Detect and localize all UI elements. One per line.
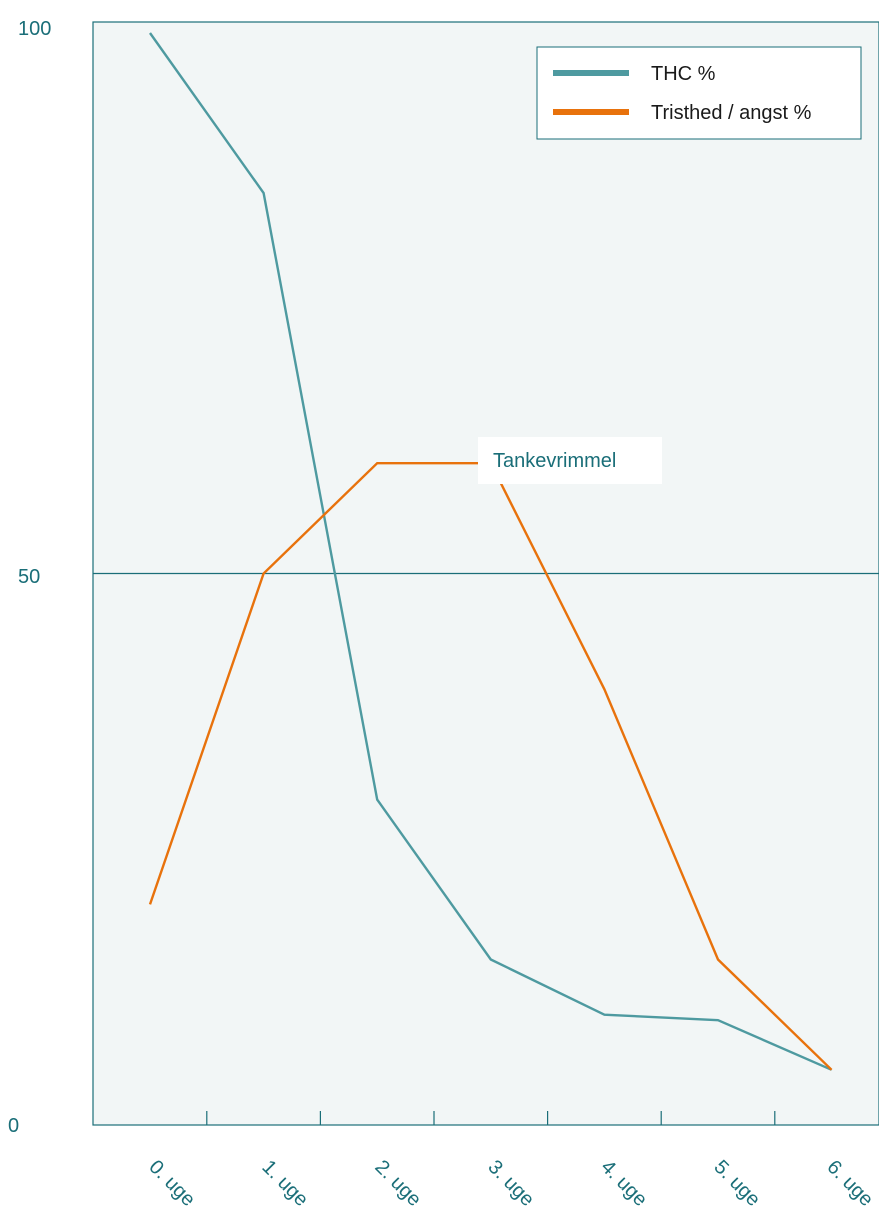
x-tick-label: 2. uge — [370, 1156, 425, 1211]
x-tick-label: 1. uge — [257, 1156, 312, 1211]
x-tick-label: 0. uge — [144, 1156, 199, 1211]
legend: THC % Tristhed / angst % — [536, 46, 862, 140]
annotation-label: Tankevrimmel — [493, 450, 616, 472]
legend-box — [536, 46, 862, 140]
x-tick-label: 4. uge — [596, 1156, 651, 1211]
annotation-box — [478, 437, 662, 484]
x-tick-label: 6. uge — [822, 1156, 877, 1211]
annotation: Tankevrimmel — [478, 437, 662, 484]
series-line-thc — [149, 32, 833, 1071]
y-tick-label-100: 100 — [18, 18, 51, 40]
x-tick-label: 3. uge — [483, 1156, 538, 1211]
legend-label-thc: THC % — [651, 63, 716, 85]
y-tick-label-50: 50 — [18, 566, 40, 588]
legend-label-tristhed: Tristhed / angst % — [651, 102, 812, 124]
x-tick-label: 5. uge — [709, 1156, 764, 1211]
y-tick-label-0: 0 — [8, 1115, 19, 1137]
